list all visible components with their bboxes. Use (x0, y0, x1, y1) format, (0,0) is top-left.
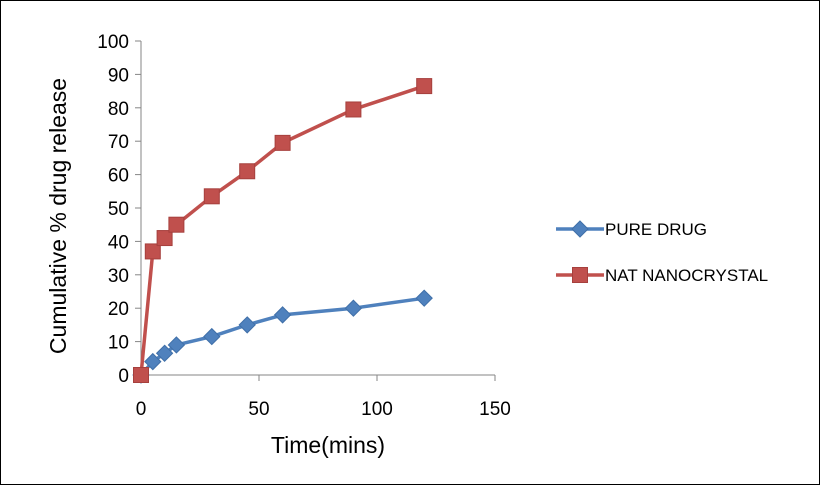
y-tick-label: 0 (118, 366, 129, 387)
y-tick-label: 60 (108, 166, 129, 187)
x-tick-label: 0 (136, 399, 147, 420)
data-point-pure-drug (238, 316, 256, 334)
x-axis-title: Time(mins) (271, 432, 385, 458)
data-point-pure-drug (415, 289, 433, 307)
legend: PURE DRUG NAT NANOCRYSTAL (556, 220, 768, 285)
legend-label-nat-nanocrystal: NAT NANOCRYSTAL (605, 266, 768, 285)
data-point-pure-drug (144, 352, 162, 371)
axes: 0 10 20 30 40 50 60 70 80 90 100 0 50 100 150 (97, 32, 511, 420)
y-tick-label: 90 (108, 65, 129, 86)
x-tick-label: 100 (361, 399, 393, 420)
legend-marker-nat-nanocrystal (572, 267, 588, 283)
y-tick-label: 30 (108, 266, 129, 287)
data-point-nat-nanocrystal (239, 163, 256, 180)
data-point-nat-nanocrystal (144, 243, 161, 260)
data-point-nat-nanocrystal (168, 216, 185, 233)
data-point-nat-nanocrystal (156, 230, 173, 247)
y-axis-title: Cumulative % drug release (45, 78, 71, 354)
legend-label-pure-drug: PURE DRUG (605, 220, 707, 239)
x-tick-label: 50 (248, 399, 269, 420)
data-point-nat-nanocrystal (345, 101, 362, 118)
y-tick-label: 50 (108, 199, 129, 220)
series-layer (132, 78, 433, 384)
legend-marker-pure-drug (571, 220, 589, 238)
data-point-pure-drug (155, 344, 174, 362)
data-point-pure-drug (344, 299, 363, 317)
y-tick-label: 10 (108, 333, 129, 354)
data-point-nat-nanocrystal (133, 367, 149, 383)
data-point-pure-drug (167, 336, 186, 354)
data-point-pure-drug (203, 327, 221, 346)
series-pure-drug (132, 289, 433, 384)
y-tick-label: 100 (97, 32, 129, 53)
series-nat-nanocrystal (133, 78, 433, 383)
data-point-nat-nanocrystal (203, 188, 220, 205)
data-point-pure-drug (273, 306, 292, 324)
y-tick-label: 70 (108, 132, 129, 153)
data-point-nat-nanocrystal (274, 134, 291, 151)
y-tick-label: 80 (108, 99, 129, 120)
x-tick-label: 150 (479, 399, 511, 420)
y-tick-label: 40 (108, 232, 129, 253)
data-point-nat-nanocrystal (416, 78, 433, 95)
y-tick-label: 20 (108, 299, 129, 320)
